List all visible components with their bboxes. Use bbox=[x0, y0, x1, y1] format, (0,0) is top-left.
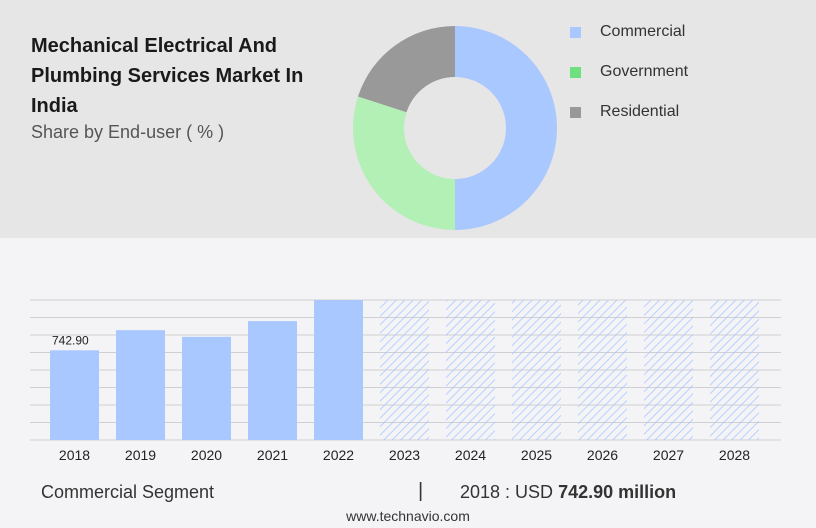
bar-2023 bbox=[380, 300, 429, 440]
bar-2019 bbox=[116, 330, 165, 440]
x-tick-label: 2028 bbox=[719, 447, 750, 463]
legend: Commercial Government Residential bbox=[570, 12, 688, 132]
legend-label-residential: Residential bbox=[600, 103, 680, 120]
footer-divider: | bbox=[418, 480, 424, 502]
bar-2021 bbox=[248, 321, 297, 440]
source-link[interactable]: www.technavio.com bbox=[346, 508, 470, 524]
legend-item-government: Government bbox=[570, 52, 688, 92]
data-label: 742.90 bbox=[52, 333, 89, 347]
legend-swatch-government bbox=[570, 66, 581, 78]
footer-segment-label: Commercial Segment bbox=[41, 482, 215, 502]
legend-item-commercial: Commercial bbox=[570, 12, 688, 52]
legend-item-residential: Residential bbox=[570, 92, 688, 132]
x-tick-label: 2020 bbox=[191, 447, 222, 463]
bar-2022 bbox=[314, 300, 363, 440]
chart-title: Mechanical Electrical And Plumbing Servi… bbox=[31, 35, 304, 117]
footer-year-text: 2018 : USD bbox=[460, 482, 554, 502]
x-tick-label: 2021 bbox=[257, 447, 288, 463]
bar-2025 bbox=[512, 300, 561, 440]
x-tick-label: 2018 bbox=[59, 447, 90, 463]
bar-2027 bbox=[644, 300, 693, 440]
x-tick-label: 2026 bbox=[587, 447, 618, 463]
bar-2018 bbox=[50, 350, 99, 440]
bar-2026 bbox=[578, 300, 627, 440]
x-tick-label: 2022 bbox=[323, 447, 354, 463]
x-tick-label: 2019 bbox=[125, 447, 156, 463]
donut-slice-residential bbox=[357, 26, 455, 113]
bar-2024 bbox=[446, 300, 495, 440]
footer-value: 2018 : USD 742.90 million bbox=[460, 482, 676, 503]
legend-swatch-residential bbox=[570, 106, 581, 118]
bar-chart: 2018 742.90 2019 2020 2021 2022 2023 2024 2025 20… bbox=[30, 299, 781, 463]
x-tick-label: 2027 bbox=[653, 447, 684, 463]
legend-label-government: Government bbox=[600, 63, 689, 80]
legend-label-commercial: Commercial bbox=[600, 23, 686, 40]
chart-subtitle: Share by End-user ( % ) bbox=[31, 122, 225, 142]
legend-swatch-commercial bbox=[570, 26, 581, 38]
donut-slice-commercial bbox=[455, 26, 557, 230]
donut-chart bbox=[353, 26, 557, 230]
x-tick-label: 2025 bbox=[521, 447, 552, 463]
donut-slice-government bbox=[353, 96, 455, 230]
footer-value-text: 742.90 million bbox=[558, 482, 677, 502]
x-tick-label: 2024 bbox=[455, 447, 486, 463]
bar-2020 bbox=[182, 336, 231, 440]
x-tick-label: 2023 bbox=[389, 447, 420, 463]
bar-2028 bbox=[710, 300, 759, 440]
